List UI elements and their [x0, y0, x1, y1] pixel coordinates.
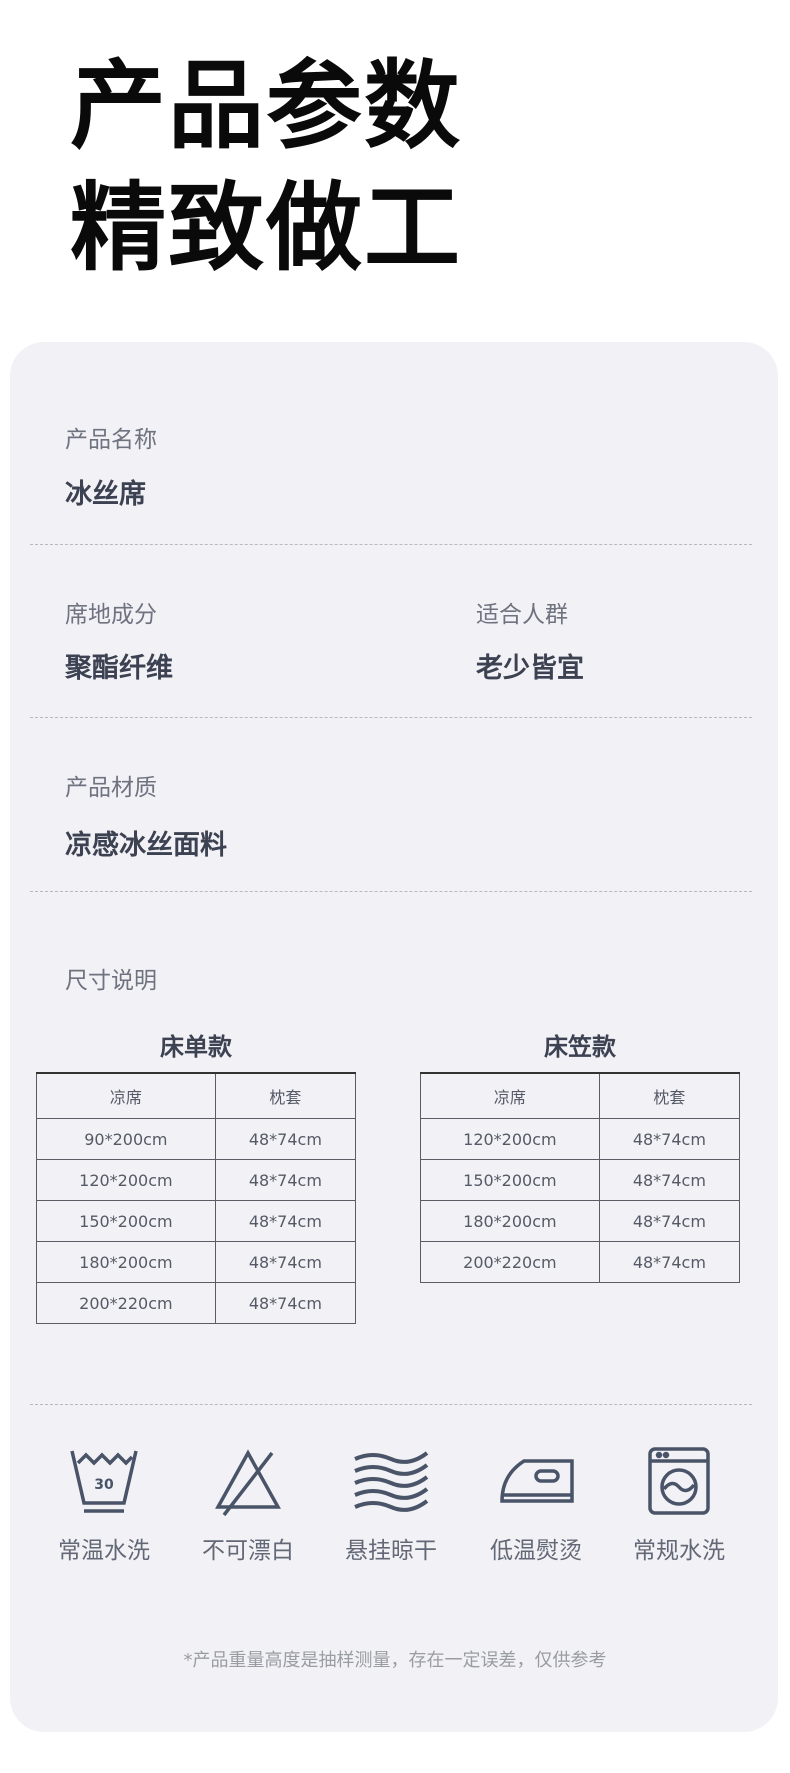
table-title-fitted: 床笠款 — [544, 1033, 616, 1061]
table-row: 90*200cm 48*74cm — [36, 1118, 357, 1160]
care-label: 常规水洗 — [633, 1538, 725, 1564]
divider — [30, 544, 752, 545]
no-bleach-icon — [215, 1449, 281, 1517]
page-title-line2: 精致做工 — [70, 172, 462, 284]
cell: 48*74cm — [598, 1241, 741, 1283]
cell: 200*220cm — [420, 1241, 600, 1283]
care-label: 悬挂晾干 — [345, 1538, 437, 1564]
cell: 48*74cm — [214, 1241, 357, 1283]
hang-dry-icon — [354, 1451, 429, 1512]
washing-machine-icon — [648, 1447, 710, 1515]
cell: 180*200cm — [36, 1241, 216, 1283]
cell: 200*220cm — [36, 1282, 216, 1324]
audience-label: 适合人群 — [476, 602, 568, 628]
header-cell: 枕套 — [598, 1072, 741, 1119]
audience-value: 老少皆宜 — [476, 653, 584, 684]
care-item: 常规水洗 — [614, 1445, 744, 1565]
cell: 48*74cm — [598, 1200, 741, 1242]
size-table-sheet: 凉席 枕套 90*200cm 48*74cm 120*200cm 48*74cm 15… — [36, 1072, 357, 1324]
cell: 48*74cm — [598, 1118, 741, 1160]
table-row: 120*200cm 48*74cm — [36, 1159, 357, 1201]
cell: 48*74cm — [214, 1159, 357, 1201]
size-table-fitted: 凉席 枕套 120*200cm 48*74cm 150*200cm 48*74cm 1… — [420, 1072, 741, 1283]
composition-label: 席地成分 — [65, 602, 157, 628]
page-title-line1: 产品参数 — [70, 50, 462, 162]
cell: 48*74cm — [598, 1159, 741, 1201]
table-row: 180*200cm 48*74cm — [36, 1241, 357, 1283]
name-value: 冰丝席 — [65, 479, 146, 510]
cell: 48*74cm — [214, 1282, 357, 1324]
low-iron-icon — [500, 1459, 574, 1503]
svg-text:30: 30 — [94, 1477, 114, 1493]
cell: 150*200cm — [420, 1159, 600, 1201]
care-item: 30 常温水洗 — [39, 1445, 169, 1565]
material-label: 产品材质 — [65, 775, 157, 801]
wash-30-icon: 30 — [70, 1450, 138, 1513]
material-value: 凉感冰丝面料 — [65, 830, 227, 861]
cell: 48*74cm — [214, 1200, 357, 1242]
table-title-sheet: 床单款 — [160, 1033, 232, 1061]
table-row: 180*200cm 48*74cm — [420, 1200, 741, 1242]
cell: 150*200cm — [36, 1200, 216, 1242]
table-row: 200*220cm 48*74cm — [420, 1241, 741, 1283]
composition-value: 聚酯纤维 — [65, 653, 173, 684]
care-label: 常温水洗 — [58, 1538, 150, 1564]
name-label: 产品名称 — [65, 427, 157, 453]
care-label: 低温熨烫 — [490, 1538, 582, 1564]
table-row: 150*200cm 48*74cm — [36, 1200, 357, 1242]
cell: 48*74cm — [214, 1118, 357, 1160]
cell: 120*200cm — [420, 1118, 600, 1160]
care-item: 低温熨烫 — [471, 1445, 601, 1565]
divider — [30, 717, 752, 718]
cell: 180*200cm — [420, 1200, 600, 1242]
cell: 90*200cm — [36, 1118, 216, 1160]
cell: 120*200cm — [36, 1159, 216, 1201]
header-cell: 凉席 — [36, 1072, 216, 1119]
care-item: 悬挂晾干 — [326, 1445, 456, 1565]
care-label: 不可漂白 — [202, 1538, 294, 1564]
table-row: 150*200cm 48*74cm — [420, 1159, 741, 1201]
table-row: 200*220cm 48*74cm — [36, 1282, 357, 1324]
header-cell: 枕套 — [214, 1072, 357, 1119]
divider — [30, 1404, 752, 1405]
divider — [30, 891, 752, 892]
table-header-row: 凉席 枕套 — [36, 1072, 357, 1119]
table-row: 120*200cm 48*74cm — [420, 1118, 741, 1160]
table-header-row: 凉席 枕套 — [420, 1072, 741, 1119]
care-item: 不可漂白 — [183, 1445, 313, 1565]
disclaimer-note: *产品重量高度是抽样测量，存在一定误差，仅供参考 — [183, 1650, 607, 1671]
header-cell: 凉席 — [420, 1072, 600, 1119]
size-label: 尺寸说明 — [65, 968, 157, 994]
